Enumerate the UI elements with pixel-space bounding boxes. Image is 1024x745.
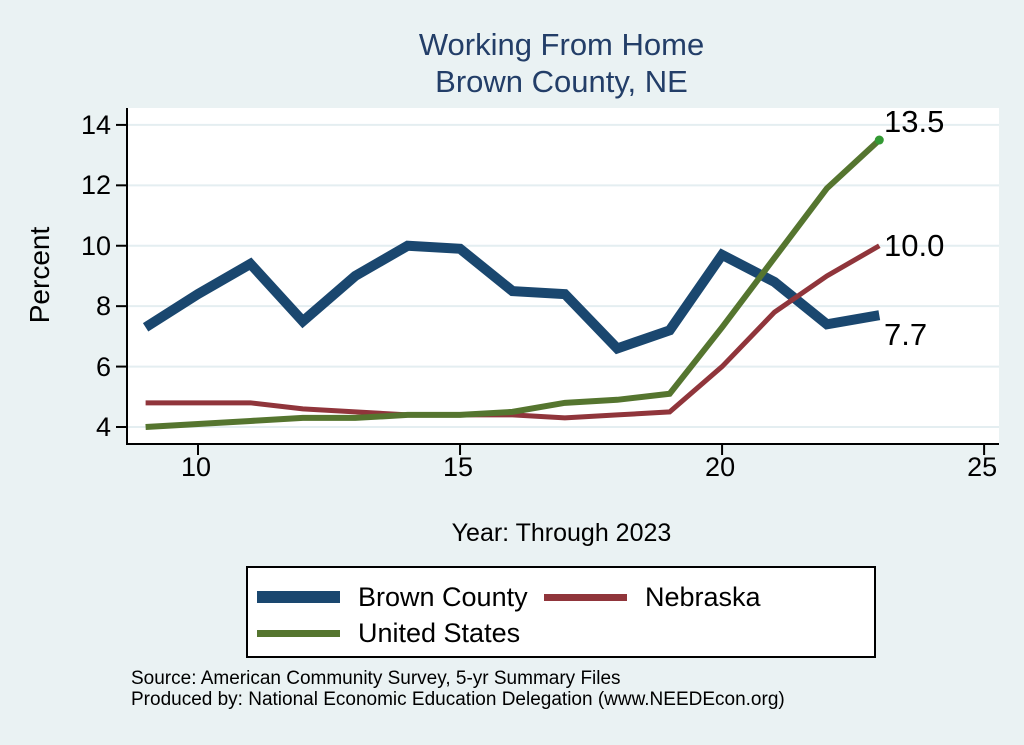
legend-label-nebraska: Nebraska — [645, 582, 761, 612]
y-tick-label-10: 10 — [80, 230, 111, 261]
legend-item-nebraska: Nebraska — [544, 582, 761, 612]
legend-swatch-nebraska — [544, 593, 627, 601]
footer-source-line: Source: American Community Survey, 5-yr … — [131, 668, 621, 689]
legend-swatch-brown-county — [257, 591, 340, 603]
y-tick-label-14: 14 — [80, 109, 111, 140]
series-line-nebraska — [145, 243, 881, 421]
footer: Source: American Community Survey, 5-yr … — [131, 668, 991, 710]
x-tick-label-15: 15 — [443, 452, 474, 482]
legend-item-united-states: United States — [257, 618, 520, 648]
chart-lines-svg — [116, 123, 999, 455]
x-tick-label-20: 20 — [705, 452, 736, 482]
y-tick-label-12: 12 — [80, 170, 111, 201]
legend-item-brown-county: Brown County — [257, 582, 528, 612]
plot-area — [116, 108, 999, 455]
y-tick-label-8: 8 — [95, 291, 111, 322]
end-label-7-7: 7.7 — [884, 317, 928, 353]
y-tick-label-4: 4 — [95, 411, 111, 442]
end-label-10-0: 10.0 — [884, 227, 945, 263]
end-marker-united-states — [874, 135, 884, 145]
chart-title: Working From Home Brown County, NE — [126, 26, 997, 100]
end-label-13-5: 13.5 — [884, 104, 945, 140]
series-line-brown-county — [142, 240, 881, 355]
x-tick-label-10: 10 — [180, 452, 212, 482]
x-tick-label-25: 25 — [967, 452, 998, 482]
y-tick-label-6: 6 — [95, 351, 111, 382]
x-axis-title: Year: Through 2023 — [451, 519, 672, 547]
footer-produced-line: Produced by: National Economic Education… — [131, 689, 785, 710]
legend-swatch-united-states — [257, 629, 340, 637]
legend: Brown County Nebraska United States — [246, 566, 876, 658]
y-axis-title: Percent — [24, 226, 55, 324]
legend-label-united-states: United States — [358, 618, 521, 648]
chart-title-line1: Working From Home — [418, 27, 705, 62]
series-line-united-states — [145, 137, 882, 430]
legend-label-brown-county: Brown County — [358, 582, 528, 612]
chart-title-line2: Brown County, NE — [435, 64, 688, 99]
